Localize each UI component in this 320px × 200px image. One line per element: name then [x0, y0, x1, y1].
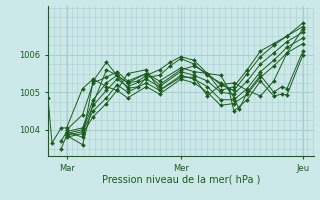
X-axis label: Pression niveau de la mer( hPa ): Pression niveau de la mer( hPa )	[102, 174, 260, 184]
